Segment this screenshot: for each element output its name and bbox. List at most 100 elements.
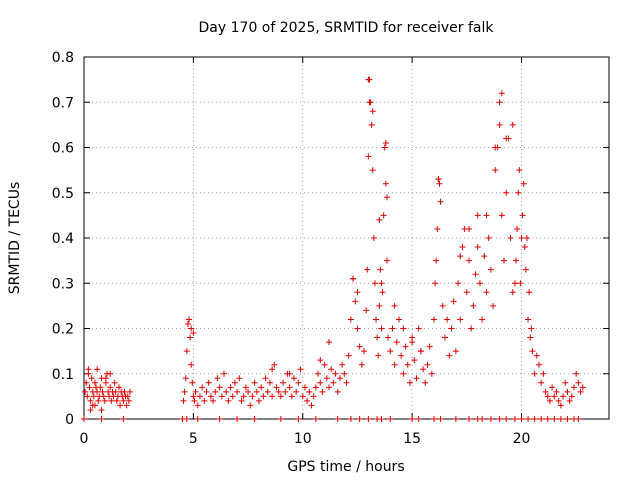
data-point: [108, 397, 115, 404]
data-point: [371, 280, 378, 287]
data-point: [538, 416, 545, 422]
data-point: [374, 334, 381, 341]
data-points: [81, 76, 586, 422]
data-point: [83, 379, 90, 386]
data-point: [264, 388, 271, 395]
data-point: [400, 370, 407, 377]
data-point: [190, 330, 197, 337]
data-point: [540, 370, 547, 377]
data-point: [245, 388, 252, 395]
data-point: [466, 225, 472, 232]
data-point: [579, 384, 586, 391]
data-point: [266, 379, 273, 386]
data-point: [479, 316, 486, 323]
data-point: [365, 153, 372, 160]
data-point: [446, 352, 453, 359]
data-point: [517, 280, 524, 287]
data-point: [368, 121, 375, 128]
data-point: [262, 375, 269, 382]
data-point: [485, 235, 492, 241]
y-tick-label: 0: [65, 412, 74, 428]
data-point: [85, 366, 92, 373]
data-point: [293, 388, 300, 395]
data-point: [553, 388, 560, 395]
data-point: [411, 357, 418, 364]
data-point: [194, 402, 201, 409]
data-point: [479, 416, 486, 422]
data-point: [95, 397, 102, 404]
data-point: [383, 257, 390, 264]
data-point: [299, 393, 306, 400]
data-point: [269, 393, 276, 400]
data-point: [227, 384, 234, 391]
data-point: [457, 253, 464, 260]
data-point: [347, 416, 354, 422]
data-point: [531, 416, 538, 422]
data-point: [113, 397, 120, 404]
data-point: [251, 379, 258, 386]
data-point: [564, 416, 571, 422]
data-point: [459, 244, 466, 251]
data-point: [402, 343, 409, 350]
data-point: [116, 384, 122, 391]
data-point: [483, 289, 490, 296]
data-point: [562, 379, 569, 386]
data-point: [422, 379, 429, 386]
data-point: [575, 379, 582, 386]
data-point: [369, 167, 376, 174]
data-point: [415, 416, 422, 422]
data-point: [391, 302, 398, 309]
data-point: [210, 397, 217, 404]
data-point: [432, 280, 439, 287]
data-point: [431, 316, 437, 323]
data-point: [256, 397, 262, 404]
data-point: [515, 189, 522, 196]
y-tick-label: 0.7: [52, 95, 74, 111]
x-tick-label: 15: [403, 431, 421, 447]
data-point: [98, 416, 105, 422]
data-point: [389, 325, 396, 332]
data-point: [98, 406, 105, 413]
data-point: [196, 393, 203, 400]
data-point: [544, 393, 551, 400]
data-point: [120, 397, 127, 404]
data-point: [538, 379, 545, 386]
data-point: [199, 384, 206, 391]
data-point: [393, 339, 400, 346]
data-point: [247, 402, 254, 409]
data-point: [203, 388, 210, 395]
data-point: [297, 366, 304, 373]
data-point: [343, 379, 350, 386]
data-point: [291, 375, 297, 382]
data-point: [295, 379, 302, 386]
data-point: [509, 121, 516, 128]
data-point: [400, 325, 407, 332]
y-tick-label: 0.8: [52, 50, 74, 66]
data-point: [533, 352, 540, 359]
data-point: [181, 388, 188, 395]
data-point: [317, 357, 324, 364]
data-point: [260, 393, 267, 400]
y-tick-label: 0.2: [52, 322, 74, 338]
data-point: [433, 257, 440, 264]
data-point: [496, 99, 503, 106]
data-point: [251, 416, 258, 422]
data-point: [212, 388, 219, 395]
data-point: [514, 225, 521, 232]
data-point: [424, 361, 431, 368]
data-point: [364, 266, 371, 273]
data-point: [189, 379, 196, 386]
data-point: [463, 289, 470, 296]
data-point: [288, 393, 295, 400]
data-point: [183, 348, 190, 355]
data-point: [234, 388, 241, 395]
data-point: [518, 416, 525, 422]
data-point: [91, 402, 98, 409]
x-tick-label: 10: [294, 431, 312, 447]
data-point: [573, 370, 580, 377]
data-point: [350, 275, 357, 282]
data-point: [396, 316, 402, 323]
y-tick-label: 0.4: [52, 231, 74, 247]
data-point: [564, 388, 571, 395]
data-point: [87, 397, 94, 404]
